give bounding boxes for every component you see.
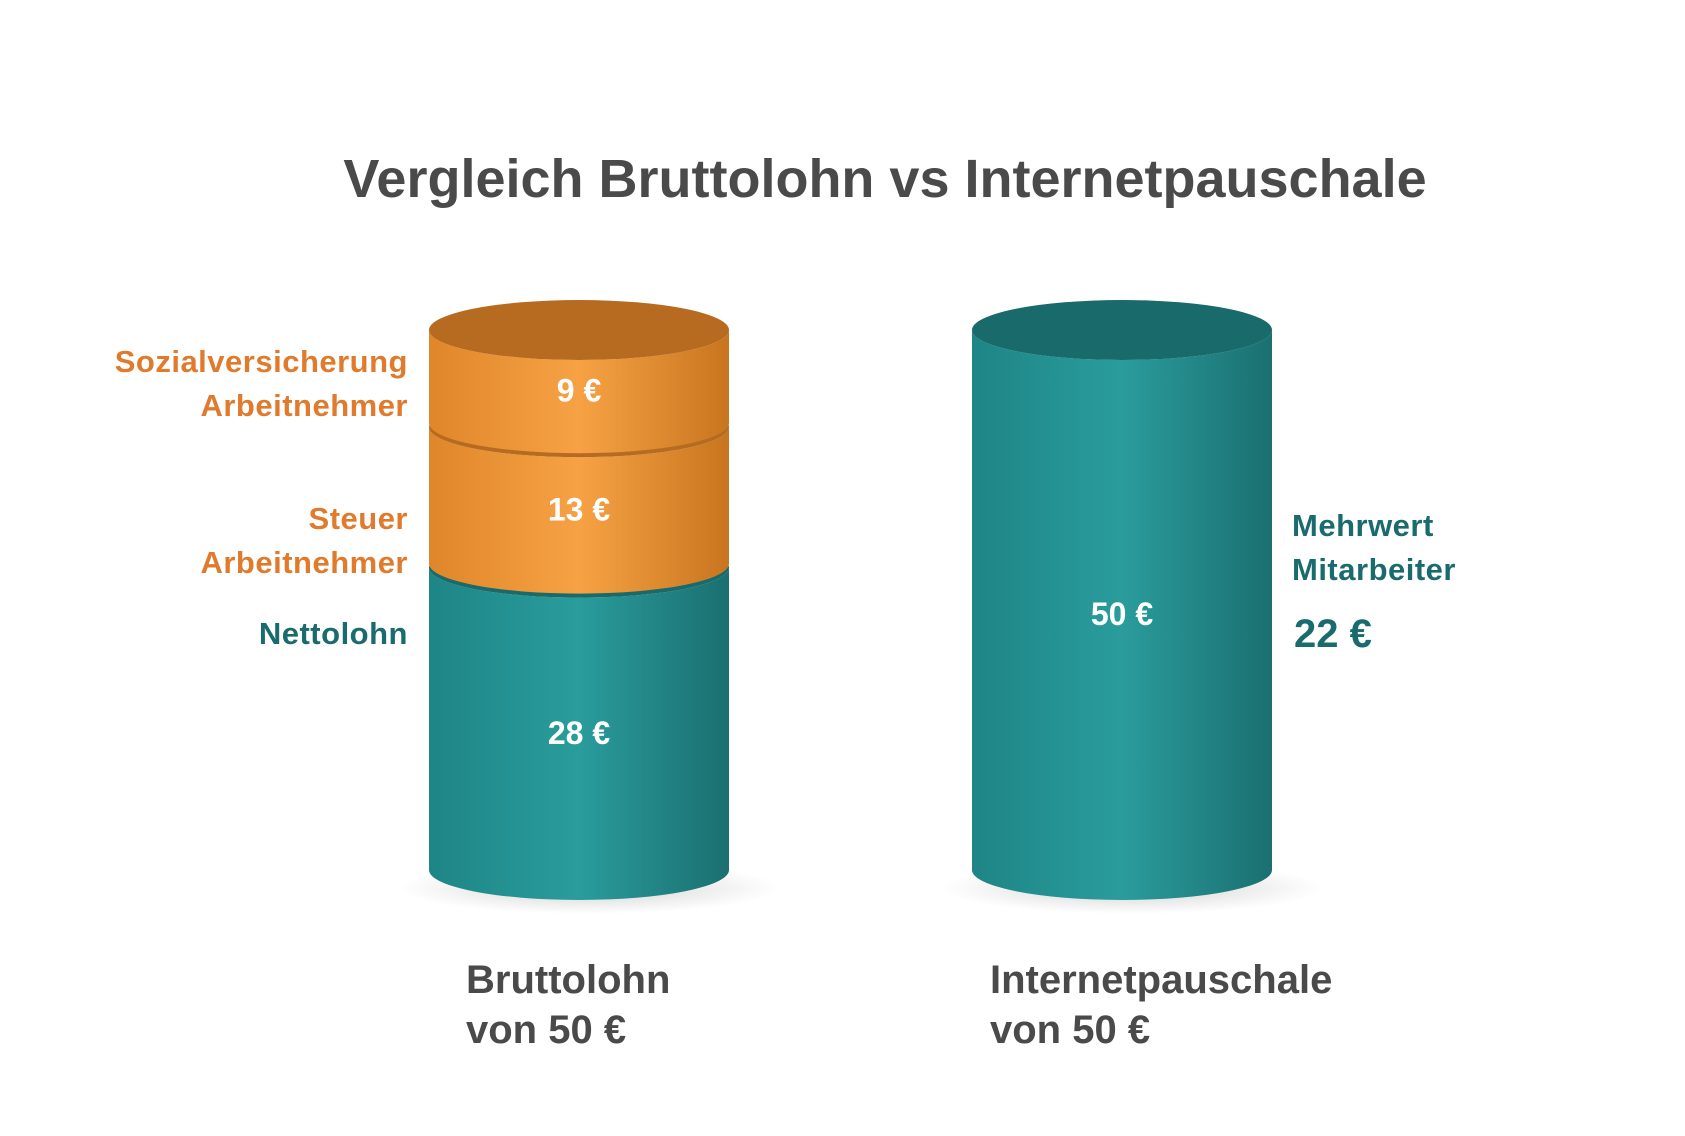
annotation-value: 22 €	[1294, 612, 1372, 656]
label-steuer: Steuer Arbeitnehmer	[40, 497, 408, 585]
label-nettolohn: Nettolohn	[258, 616, 408, 651]
cylinder-top	[429, 300, 729, 360]
caption-right-line1: Internetpauschale	[990, 958, 1333, 1002]
annotation-line1: Mehrwert	[1292, 508, 1434, 543]
label-sozialversicherung: Sozialversicherung Arbeitnehmer	[40, 340, 408, 428]
caption-right-line2: von 50 €	[990, 1008, 1151, 1052]
value-label: 50 €	[1091, 596, 1153, 632]
chart-title: Vergleich Bruttolohn vs Internetpauschal…	[343, 149, 1427, 209]
annotation-mehrwert: Mehrwert Mitarbeiter	[1292, 504, 1622, 592]
value-label: 9 €	[557, 373, 602, 409]
cylinder-segment	[972, 330, 1272, 900]
cylinder-segment	[429, 427, 729, 594]
cylinder-segment	[429, 330, 729, 454]
cylinder-top	[972, 300, 1272, 360]
value-label: 13 €	[548, 491, 610, 527]
cylinder-segment	[429, 567, 729, 900]
value-label: 28 €	[548, 715, 610, 751]
caption-left-line2: von 50 €	[466, 1008, 627, 1052]
caption-internetpauschale: Internetpauschale von 50 €	[990, 955, 1332, 1055]
annotation-line2: Mitarbeiter	[1292, 552, 1456, 587]
label-sozial-line1: Sozialversicherung	[114, 344, 408, 379]
caption-bruttolohn: Bruttolohn von 50 €	[466, 955, 670, 1055]
label-sozial-line2: Arbeitnehmer	[200, 388, 408, 423]
label-steuer-line1: Steuer	[308, 501, 408, 536]
label-steuer-line2: Arbeitnehmer	[200, 545, 408, 580]
caption-left-line1: Bruttolohn	[466, 958, 671, 1002]
